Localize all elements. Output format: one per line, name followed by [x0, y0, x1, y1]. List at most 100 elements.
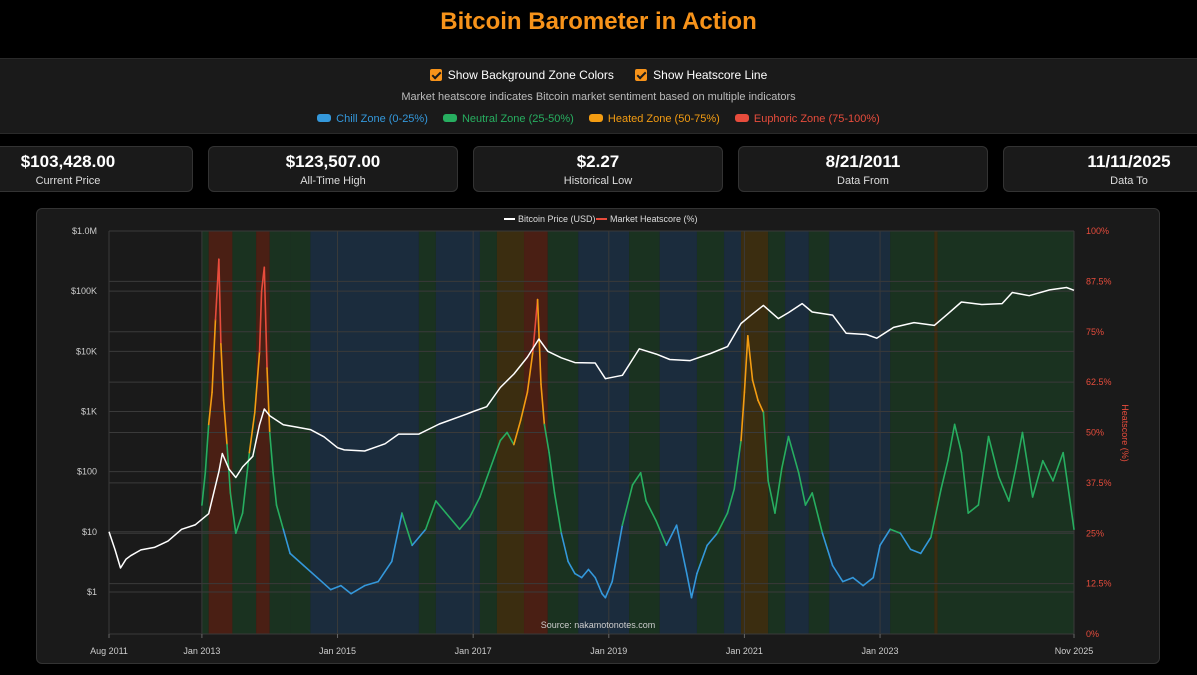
heatscore-line-segment — [241, 451, 251, 514]
heatscore-line-segment — [604, 580, 613, 599]
heatscore-line-segment — [841, 576, 854, 583]
heatscore-line-segment — [690, 572, 698, 599]
zone-legend-item: Chill Zone (0-25%) — [317, 113, 428, 125]
controls-panel: Show Background Zone Colors Show Heatsco… — [0, 58, 1197, 134]
y-left-tick-label: $100 — [77, 467, 97, 477]
x-tick-label: Jan 2021 — [726, 646, 763, 656]
y-right-tick-label: 87.5% — [1086, 276, 1112, 286]
show-zones-checkbox[interactable]: Show Background Zone Colors — [429, 67, 614, 82]
y-left-tick-label: $10 — [82, 527, 97, 537]
euphoric-swatch — [734, 114, 749, 122]
heatscore-line-segment — [540, 383, 546, 426]
heatscore-line-segment — [424, 500, 437, 531]
x-tick-label: Jan 2015 — [319, 646, 356, 656]
neutral-swatch — [442, 114, 457, 122]
y-left-tick-label: $10K — [76, 346, 97, 356]
heatscore-line-segment — [1031, 459, 1044, 498]
zone-legend-item: Heated Zone (50-75%) — [588, 113, 720, 125]
heatscore-line-segment — [204, 423, 210, 474]
heatscore-line-segment — [797, 471, 807, 506]
checkbox-checked-icon[interactable] — [635, 68, 648, 81]
heatscore-line-segment — [553, 492, 563, 535]
checkbox-checked-icon[interactable] — [429, 68, 442, 81]
y-left-tick-label: $1.0M — [72, 226, 97, 236]
show-zones-label: Show Background Zone Colors — [447, 67, 614, 82]
heatscore-line-segment — [947, 423, 956, 462]
heatscore-line-segment — [611, 524, 624, 583]
heatscore-line-segment — [266, 367, 271, 434]
zone-legend-label: Heated Zone (50-75%) — [607, 113, 720, 125]
stat-card-historical-low: $2.27 Historical Low — [473, 146, 723, 192]
heatscore-line-segment — [743, 334, 749, 393]
heatscore-line-segment — [1021, 431, 1034, 498]
heatscore-description: Market heatscore indicates Bitcoin marke… — [401, 91, 796, 103]
heatscore-line-segment — [930, 488, 942, 539]
y-right-tick-label: 37.5% — [1086, 478, 1112, 488]
page-title: Bitcoin Barometer in Action — [440, 8, 757, 35]
heated-swatch — [588, 114, 603, 122]
heatscore-line-segment — [1062, 451, 1075, 531]
grid-lines — [108, 230, 1075, 635]
show-heatscore-label: Show Heatscore Line — [653, 67, 768, 82]
heatscore-line-segment — [282, 528, 291, 555]
heatscore-line-segment — [536, 298, 542, 385]
y-right-tick-label: 100% — [1086, 226, 1109, 236]
heatscore-line-segment — [201, 471, 207, 506]
heatscore-line-segment — [804, 492, 814, 506]
heatscore-line-segment — [220, 343, 225, 402]
stat-value: 11/11/2025 — [1087, 152, 1171, 171]
heatscore-line-segment — [987, 435, 1000, 478]
heatscore-line-segment — [377, 560, 393, 583]
stat-card-all-time-high: $123,507.00 All-Time High — [208, 146, 458, 192]
heatscore-line-segment — [655, 520, 668, 547]
stat-value: $2.27 — [576, 152, 620, 171]
x-tick-label: Nov 2025 — [1055, 646, 1094, 656]
heatscore-line-segment — [532, 298, 539, 353]
heatscore-line-segment — [401, 512, 413, 547]
heatscore-line-segment — [329, 584, 342, 591]
zone-legend-label: Neutral Zone (25-50%) — [461, 113, 574, 125]
heatscore-line-segment — [751, 379, 759, 402]
heatscore-line-segment — [716, 512, 729, 535]
stat-value: $123,507.00 — [285, 152, 381, 171]
stat-label: Data To — [1110, 175, 1148, 187]
heatscore-line-segment — [235, 512, 244, 535]
heatscore-line-segment — [706, 532, 719, 547]
stat-value: 8/21/2011 — [825, 152, 901, 171]
heatscore-line-segment — [263, 266, 268, 369]
show-heatscore-checkbox[interactable]: Show Heatscore Line — [635, 68, 767, 82]
heatscore-line-segment — [774, 467, 783, 514]
heatscore-line-segment — [229, 492, 237, 535]
heatscore-line-segment — [639, 471, 647, 502]
heatscore-line-segment — [499, 431, 508, 442]
heatscore-line-segment — [852, 576, 864, 587]
zone-legend-item: Neutral Zone (25-50%) — [442, 113, 574, 125]
heatscore-line-segment — [526, 351, 534, 393]
heatscore-line-segment — [289, 552, 305, 567]
x-tick-label: Jan 2023 — [862, 646, 899, 656]
heatscore-line-segment — [258, 290, 263, 353]
heatscore-line-segment — [862, 576, 875, 587]
heatscore-line-segment — [767, 480, 776, 514]
heatscore-line-segment — [302, 564, 318, 579]
y-right-tick-label: 0% — [1086, 629, 1099, 639]
heatscore-line-segment — [940, 459, 949, 490]
y-right-tick-label: 75% — [1086, 327, 1104, 337]
heatscore-line-segment — [580, 568, 590, 579]
heatscore-line-segment — [214, 258, 220, 321]
heatscore-line-segment — [594, 576, 603, 595]
heatscore-line-segment — [506, 431, 515, 446]
heatscore-line-segment — [747, 334, 754, 381]
x-tick-label: Jan 2019 — [590, 646, 627, 656]
heatscore-line-segment — [340, 584, 352, 595]
price-legend-label: Bitcoin Price (USD) — [518, 214, 596, 224]
heatscore-line-segment — [316, 576, 332, 591]
heatscore-line-segment — [762, 411, 769, 482]
stat-card-current-price: $103,428.00 Current Price — [0, 146, 193, 192]
chart-panel: $1.0M $100K $10K $1K $100 $10 $1 100% 87.5% 75% 62… — [36, 208, 1160, 664]
heatscore-line-segment — [254, 351, 261, 414]
zone-legend: Chill Zone (0-25%) Neutral Zone (25-50%)… — [0, 113, 1197, 125]
y-left-tick-label: $1K — [81, 406, 97, 416]
heatscore-line-segment — [350, 584, 366, 595]
heatscore-line-segment — [787, 435, 800, 474]
